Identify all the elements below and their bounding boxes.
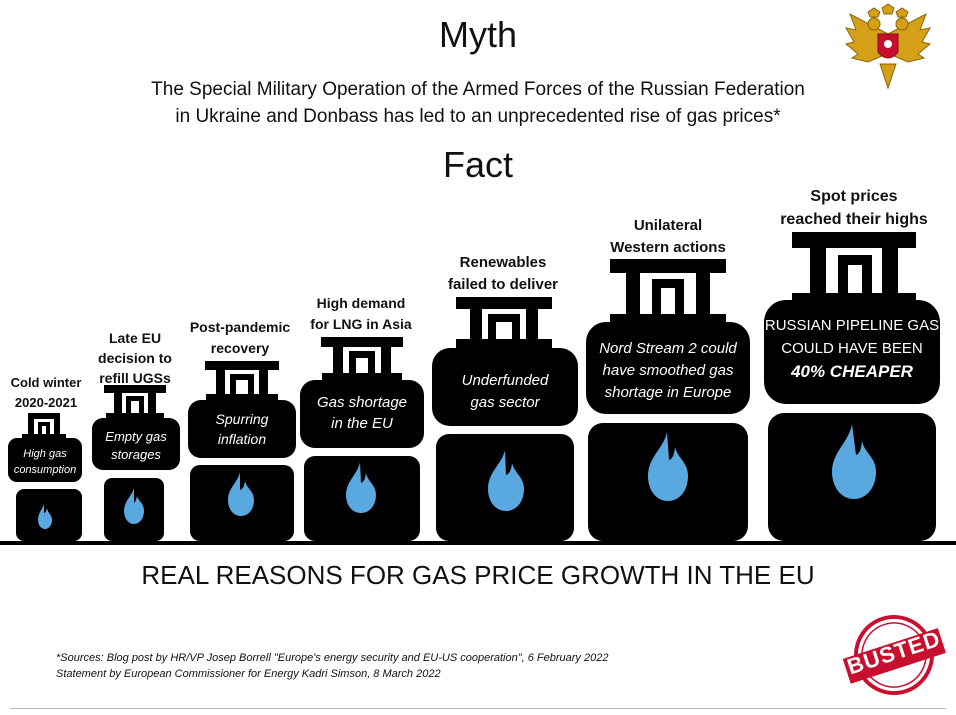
cylinder-1-text: High gas consumption — [13, 448, 77, 476]
ground-line — [0, 541, 956, 545]
cylinder-6-label: Unilateral Western actions — [610, 217, 726, 256]
myth-title: Myth — [438, 14, 517, 55]
cylinder-7-text: RUSSIAN PIPELINE GAS COULD HAVE BEEN 40%… — [764, 317, 940, 381]
busted-stamp — [842, 615, 946, 695]
cylinder-4-label: High demand for LNG in Asia — [310, 295, 412, 332]
cylinder-3-text: Spurring inflation — [215, 411, 269, 447]
flame-icon — [38, 504, 52, 529]
myth-statement-line-1: The Special Military Operation of the Ar… — [151, 79, 805, 100]
cylinder-6-text: Nord Stream 2 could have smoothed gas sh… — [599, 340, 737, 401]
sources-line-1: *Sources: Blog post by HR/VP Josep Borre… — [56, 652, 609, 664]
bottom-heading: REAL REASONS FOR GAS PRICE GROWTH IN THE… — [141, 560, 815, 590]
bottom-rule — [10, 708, 946, 709]
flame-icon — [228, 472, 254, 516]
myth-statement-line-2: in Ukraine and Donbass has led to an unp… — [175, 106, 781, 127]
cylinder-5-text: Underfunded gas sector — [461, 372, 549, 411]
flame-icon — [124, 488, 144, 524]
cylinder-5-label: Renewables failed to deliver — [447, 254, 559, 293]
sources-note: *Sources: Blog post by HR/VP Josep Borre… — [56, 650, 608, 682]
flame-icon — [648, 432, 688, 501]
cylinder-4-text: Gas shortage in the EU — [316, 394, 408, 432]
cylinder-3-label: Post-pandemic recovery — [189, 319, 291, 356]
cylinder-2-label: Late EU decision to refill UGSs — [98, 330, 172, 386]
cylinder-2-text: Empty gas storages — [105, 429, 167, 462]
flame-icon — [346, 462, 376, 513]
flame-icon — [832, 424, 876, 499]
sources-line-2: Statement by European Commissioner for E… — [56, 668, 441, 680]
myth-statement: The Special Military Operation of the Ar… — [90, 76, 866, 130]
cylinder-1-label: Cold winter 2020-2021 — [10, 375, 82, 410]
fact-title: Fact — [442, 144, 513, 185]
flame-icon — [488, 450, 524, 511]
cylinder-7-label: Spot prices reached their highs — [780, 188, 928, 228]
double-headed-eagle-emblem-icon — [844, 3, 932, 90]
